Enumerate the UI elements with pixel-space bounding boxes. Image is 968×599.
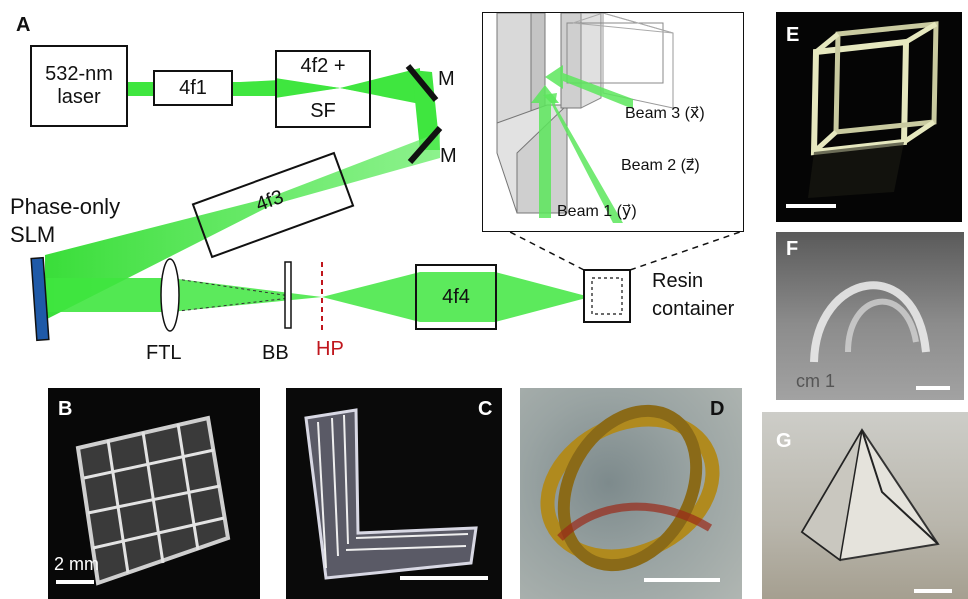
scale-bar-e: [786, 204, 836, 208]
beam-segment-3: [340, 68, 420, 104]
panel-label-e: E: [786, 24, 800, 46]
lens-4f3-box: [191, 151, 355, 259]
lens-4f4-box: 4f4: [415, 264, 497, 330]
beam-segment-2: [275, 78, 340, 98]
inset-beam1-label: Beam 1 (y⃗): [557, 203, 637, 220]
inset-beam2-label: Beam 2 (z⃗): [621, 157, 700, 174]
scale-bar-b: [56, 580, 94, 584]
mirror-2-label: M: [440, 145, 457, 167]
inset-geometry: [496, 13, 674, 223]
panel-label-a: A: [16, 14, 31, 36]
resin-label-1: Resin: [652, 270, 704, 292]
lens-4f1-label: 4f1: [179, 76, 207, 99]
mirror-2: [407, 126, 443, 164]
laser-box: 532-nm laser: [30, 45, 128, 127]
lens-4f2-box: 4f2 + SF: [275, 50, 371, 128]
panel-label-d: D: [710, 398, 725, 420]
photo-d-gyroscope: [520, 388, 742, 599]
panel-label-c: C: [478, 398, 493, 420]
beam-slm-ftl: [45, 278, 170, 312]
slm-label-1: Phase-only: [10, 194, 121, 219]
ftl-label: FTL: [146, 342, 182, 364]
mirror-1-label: M: [438, 68, 455, 90]
optical-setup-diagram: [30, 64, 741, 342]
lens-4f2-label-2: SF: [310, 100, 336, 122]
scale-bar-f: [916, 386, 950, 390]
beam-hp-4f4: [322, 272, 590, 322]
bb-label: BB: [262, 342, 289, 364]
photo-f-arch: cm 1: [776, 232, 964, 400]
beam-ftl-focus: [170, 278, 322, 312]
beam-block: [284, 261, 292, 329]
photo-g-pyramid: [762, 412, 968, 599]
photo-b-lattice: 2 mm: [48, 388, 260, 599]
lens-4f4-label: 4f4: [442, 285, 470, 308]
scale-bar-g: [914, 589, 952, 593]
lens-4f1-box: 4f1: [153, 70, 233, 106]
svg-text:cm 1: cm 1: [796, 371, 835, 391]
photo-c-corner: [286, 388, 502, 599]
beam-mirror-link: [412, 70, 440, 150]
scale-label-b: 2 mm: [54, 554, 99, 574]
inset-beam3-label: Beam 3 (x⃗): [625, 105, 705, 122]
scale-bar-d: [644, 578, 720, 582]
ftl-lens: [160, 258, 180, 332]
laser-label: 532-nm laser: [45, 63, 113, 108]
panel-label-f: F: [786, 238, 799, 260]
resin-label-2: container: [652, 298, 735, 320]
panel-label-b: B: [58, 398, 73, 420]
beam-4f3: [45, 132, 440, 320]
lens-4f2-label-1: 4f2 +: [300, 55, 346, 77]
panel-label-g: G: [776, 430, 792, 452]
scale-bar-c: [400, 576, 488, 580]
mirror-1: [405, 64, 439, 102]
photo-e-cube: [776, 12, 962, 222]
beam-inset: Beam 3 (x⃗) Beam 2 (z⃗) Beam 1 (y⃗): [482, 12, 744, 232]
slm-plate: [30, 256, 50, 342]
slm-label-2: SLM: [10, 222, 56, 247]
hp-label: HP: [316, 338, 344, 360]
